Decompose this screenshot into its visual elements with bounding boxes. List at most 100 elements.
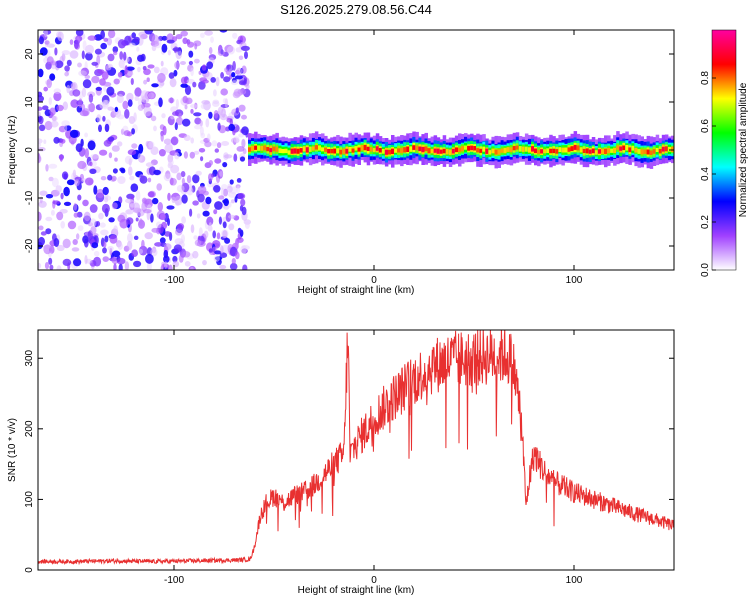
signal-cell xyxy=(415,145,419,151)
noise-cell xyxy=(79,110,89,117)
spectrogram-y-label: Frequency (Hz) xyxy=(7,116,18,185)
signal-cell xyxy=(479,148,483,153)
noise-cell xyxy=(181,234,185,243)
noise-cell xyxy=(167,218,170,226)
noise-cell xyxy=(192,81,197,88)
noise-cell xyxy=(72,89,81,97)
noise-cell xyxy=(38,262,42,269)
noise-cell xyxy=(95,86,103,91)
noise-cell xyxy=(205,196,212,205)
noise-cell xyxy=(137,66,141,73)
signal-cell xyxy=(278,148,282,153)
noise-cell xyxy=(38,225,44,231)
signal-cell xyxy=(327,149,331,154)
noise-cell xyxy=(75,143,83,153)
signal-cell xyxy=(631,145,635,151)
spectrogram-x-ticks: -100 0 100 xyxy=(164,30,583,286)
noise-cell xyxy=(192,250,199,259)
noise-cell xyxy=(120,168,126,174)
noise-cell xyxy=(66,59,72,67)
noise-cell xyxy=(219,252,228,258)
noise-cell xyxy=(60,138,66,144)
noise-cell xyxy=(104,197,109,203)
signal-cell xyxy=(506,147,511,152)
spectrogram-y-tick-label: 20 xyxy=(24,48,35,60)
noise-cell xyxy=(240,45,250,52)
noise-cell xyxy=(137,98,142,107)
noise-cell xyxy=(218,195,225,200)
noise-cell xyxy=(63,201,72,206)
noise-cell xyxy=(82,79,92,89)
snr-y-ticks: 0 100 200 300 xyxy=(24,349,674,573)
noise-cell xyxy=(102,247,107,254)
noise-cell xyxy=(195,170,202,176)
noise-cell xyxy=(77,62,82,68)
noise-cell xyxy=(200,132,206,139)
signal-cell xyxy=(549,148,553,154)
noise-cell xyxy=(163,231,172,237)
noise-cell xyxy=(235,251,240,260)
signal-cell xyxy=(497,149,501,155)
signal-cell xyxy=(664,146,669,152)
noise-cell xyxy=(87,103,93,110)
noise-cell xyxy=(241,65,247,74)
noise-cell xyxy=(49,264,54,270)
noise-cell xyxy=(116,257,126,265)
noise-cell xyxy=(169,78,177,88)
colorbar-label: Normalized spectral amplitude xyxy=(738,82,749,217)
noise-cell xyxy=(38,95,44,103)
noise-cell xyxy=(130,183,139,192)
signal-cell xyxy=(579,147,584,153)
signal-cell xyxy=(540,149,544,154)
noise-cell xyxy=(44,262,50,270)
noise-cell xyxy=(143,68,151,76)
signal-cell xyxy=(467,145,471,151)
signal-cell xyxy=(661,146,666,152)
noise-cell xyxy=(181,216,187,224)
noise-cell xyxy=(216,142,222,149)
noise-cell xyxy=(131,249,139,257)
noise-cell xyxy=(237,88,247,95)
noise-cell xyxy=(56,211,64,221)
noise-cell xyxy=(223,198,229,207)
snr-x-tick-label: -100 xyxy=(164,575,184,586)
noise-cell xyxy=(217,49,225,56)
noise-cell xyxy=(119,51,124,60)
signal-cell xyxy=(339,149,343,155)
signal-cell xyxy=(667,146,672,152)
noise-cell xyxy=(178,113,182,119)
noise-cell xyxy=(38,68,44,78)
noise-cell xyxy=(98,212,104,220)
noise-cell xyxy=(123,51,127,61)
signal-cell xyxy=(384,149,389,155)
noise-cell xyxy=(180,171,186,178)
noise-cell xyxy=(66,179,75,186)
signal-cell xyxy=(403,147,407,153)
noise-cell xyxy=(169,178,177,186)
snr-line xyxy=(38,330,674,566)
noise-cell xyxy=(182,118,191,127)
noise-cell xyxy=(93,256,102,267)
noise-cell xyxy=(45,228,52,235)
noise-cell xyxy=(161,113,166,119)
noise-cell xyxy=(112,250,121,258)
snr-y-tick-label: 300 xyxy=(24,349,35,366)
noise-cell xyxy=(236,178,242,183)
signal-cell xyxy=(345,148,349,154)
noise-cell xyxy=(40,231,47,236)
signal-cell xyxy=(354,146,358,151)
noise-cell xyxy=(223,154,233,159)
spectrogram-x-tick-label: -100 xyxy=(164,275,184,286)
noise-cell xyxy=(181,177,185,185)
noise-cell xyxy=(213,110,219,119)
noise-cell xyxy=(48,257,53,265)
noise-cell xyxy=(223,76,231,83)
signal-cell xyxy=(290,148,295,154)
signal-cell xyxy=(330,149,334,154)
signal-cell xyxy=(360,145,365,151)
noise-cell xyxy=(176,172,182,181)
noise-cell xyxy=(144,232,153,240)
signal-cell xyxy=(616,145,620,150)
noise-cell xyxy=(100,229,109,236)
